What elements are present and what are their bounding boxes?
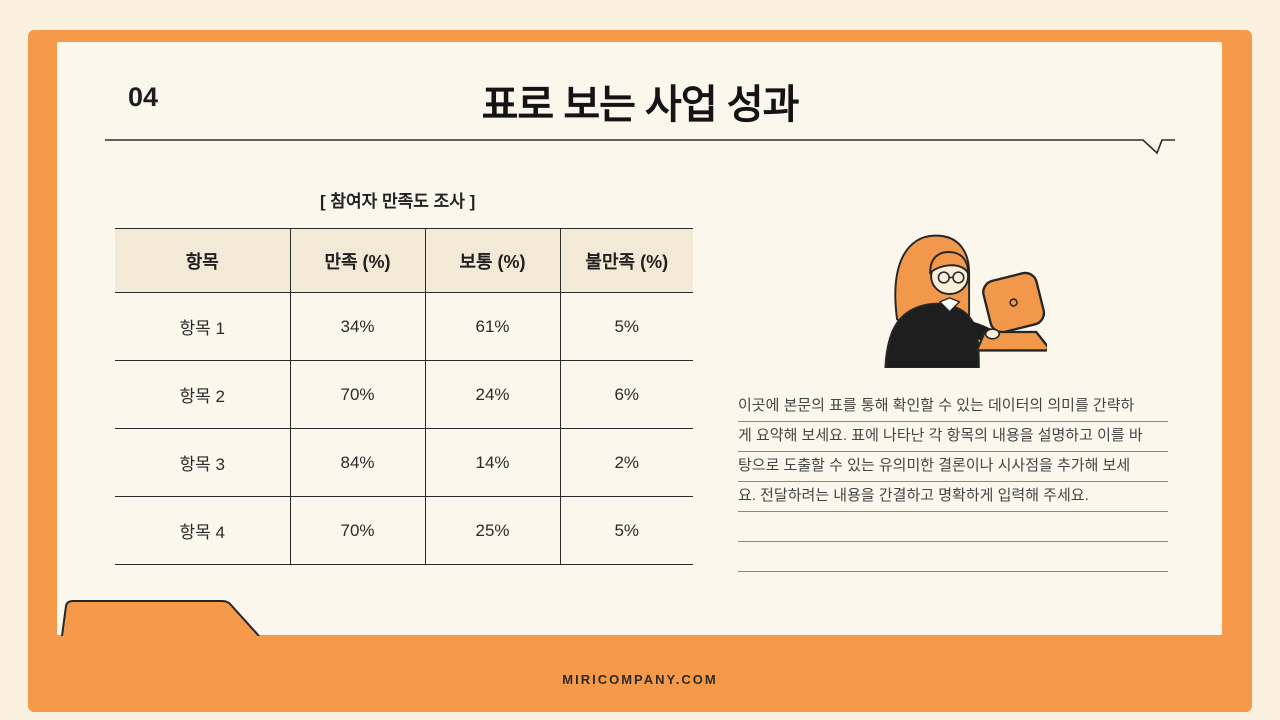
header-divider-line <box>105 139 1175 155</box>
person-laptop-illustration <box>884 234 1047 368</box>
table-caption: [ 참여자 만족도 조사 ] <box>320 192 476 211</box>
note-line: 요. 전달하려는 내용을 간결하고 명확하게 입력해 주세요. <box>738 482 1168 512</box>
cell-item: 항목 1 <box>115 292 290 361</box>
hand <box>984 328 1001 340</box>
footer-url: MIRICOMPANY.COM <box>562 672 718 687</box>
summary-notes: 이곳에 본문의 표를 통해 확인할 수 있는 데이터의 의미를 간략하 게 요약… <box>738 392 1168 572</box>
cell-dissatisfied: 5% <box>559 496 693 565</box>
page-title: 표로 보는 사업 성과 <box>481 83 800 127</box>
cell-dissatisfied: 2% <box>559 428 693 497</box>
table-row: 항목 4 70% 25% 5% <box>115 496 693 565</box>
note-line-empty <box>738 542 1168 572</box>
cell-item: 항목 3 <box>115 428 290 497</box>
table-row: 항목 2 70% 24% 6% <box>115 360 693 429</box>
cell-satisfied: 34% <box>289 292 425 361</box>
note-line: 게 요약해 보세요. 표에 나타난 각 항목의 내용을 설명하고 이를 바 <box>738 422 1168 452</box>
cell-dissatisfied: 5% <box>559 292 693 361</box>
cell-satisfied: 84% <box>289 428 425 497</box>
table-header: 항목 만족 (%) 보통 (%) 불만족 (%) <box>115 228 693 293</box>
cell-neutral: 61% <box>424 292 560 361</box>
collar <box>938 297 961 313</box>
cell-item: 항목 2 <box>115 360 290 429</box>
table-row: 항목 1 34% 61% 5% <box>115 292 693 361</box>
cell-neutral: 25% <box>424 496 560 565</box>
col-header-satisfied: 만족 (%) <box>289 228 425 293</box>
folder-tab <box>61 600 260 636</box>
cell-satisfied: 70% <box>289 496 425 565</box>
cell-neutral: 24% <box>424 360 560 429</box>
cell-item: 항목 4 <box>115 496 290 565</box>
note-line: 이곳에 본문의 표를 통해 확인할 수 있는 데이터의 의미를 간략하 <box>738 392 1168 422</box>
note-line-empty <box>738 512 1168 542</box>
laptop-lid <box>982 271 1046 334</box>
col-header-dissatisfied: 불만족 (%) <box>559 228 693 293</box>
col-header-item: 항목 <box>115 228 290 293</box>
cell-dissatisfied: 6% <box>559 360 693 429</box>
table-body: 항목 1 34% 61% 5% 항목 2 70% 24% 6% 항목 3 84%… <box>115 292 693 565</box>
cell-neutral: 14% <box>424 428 560 497</box>
header-row: 항목 만족 (%) 보통 (%) 불만족 (%) <box>115 228 693 293</box>
page-number: 04 <box>128 82 159 112</box>
laptop-logo <box>1009 298 1018 307</box>
table-row: 항목 3 84% 14% 2% <box>115 428 693 497</box>
hair-bang <box>929 251 970 276</box>
col-header-neutral: 보통 (%) <box>424 228 560 293</box>
note-line: 탕으로 도출할 수 있는 유의미한 결론이나 시사점을 추가해 보세 <box>738 452 1168 482</box>
cell-satisfied: 70% <box>289 360 425 429</box>
satisfaction-table: 항목 만족 (%) 보통 (%) 불만족 (%) 항목 1 34% 61% 5%… <box>115 228 693 565</box>
